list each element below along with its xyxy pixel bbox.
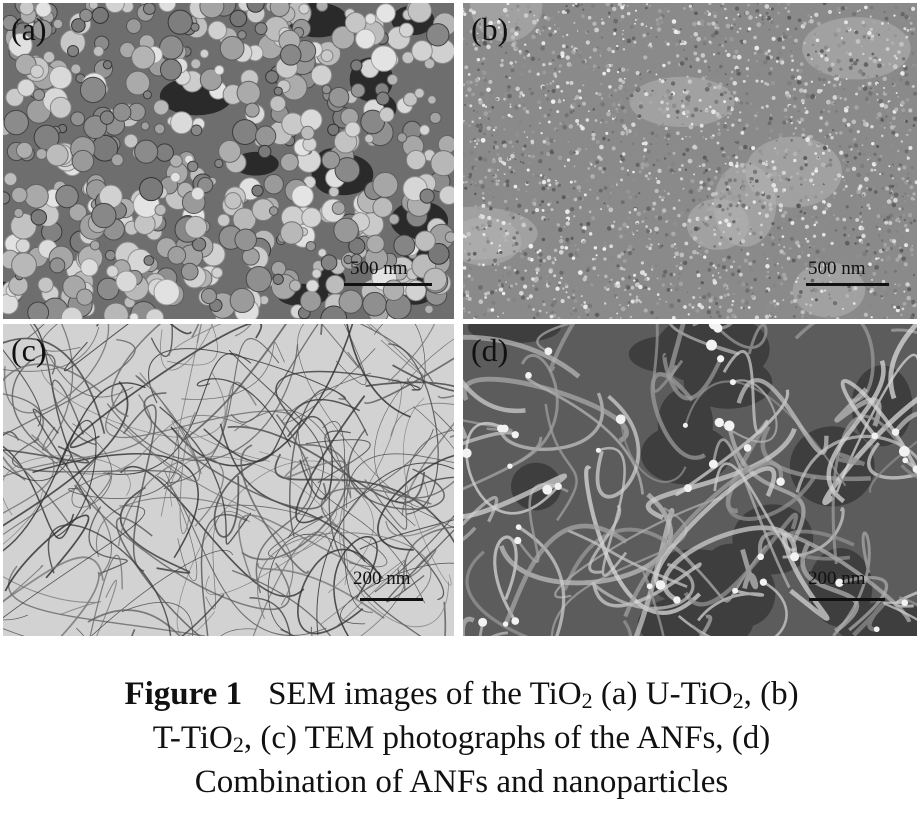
caption-line-2: T-TiO2, (c) TEM photographs of the ANFs,… bbox=[152, 720, 771, 757]
caption-line-1: Figure 1 SEM images of the TiO2 (a) U-TiO… bbox=[124, 676, 799, 713]
sem-image-d: (d) 200 nm bbox=[463, 324, 917, 636]
scale-label-c: 200 nm bbox=[353, 568, 411, 589]
sem-image-a: (a) 500 nm bbox=[3, 3, 454, 319]
figure-label: Figure 1 bbox=[124, 676, 243, 712]
tem-image-c: (c) 200 nm bbox=[3, 324, 454, 636]
scale-label-b: 500 nm bbox=[808, 258, 866, 279]
scale-label-d: 200 nm bbox=[808, 568, 866, 589]
figure-caption: Figure 1 SEM images of the TiO2 (a) U-TiO… bbox=[0, 672, 923, 804]
scale-bar-c bbox=[360, 598, 423, 601]
scale-bar-a bbox=[344, 283, 432, 286]
scale-bar-d bbox=[809, 598, 885, 601]
caption-line-3: Combination of ANFs and nanoparticles bbox=[194, 764, 729, 800]
sem-image-b: (b) 500 nm bbox=[463, 3, 917, 319]
panel-label-d: (d) bbox=[471, 332, 509, 368]
panel-label-c: (c) bbox=[11, 332, 47, 368]
panel-label-a: (a) bbox=[11, 11, 47, 47]
scale-bar-b bbox=[806, 283, 889, 286]
scale-label-a: 500 nm bbox=[350, 258, 408, 279]
panel-label-b: (b) bbox=[471, 11, 509, 47]
